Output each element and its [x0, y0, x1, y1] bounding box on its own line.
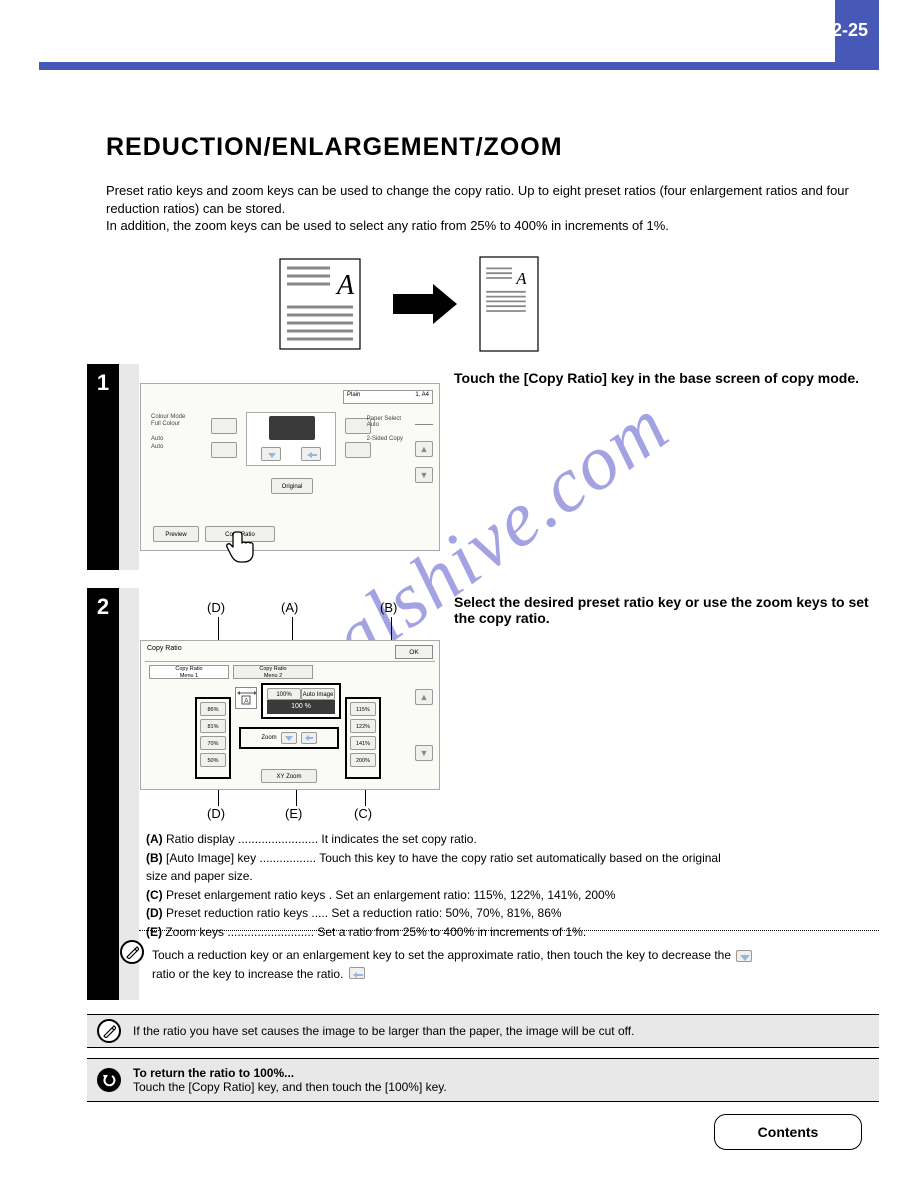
callout-B-line [391, 617, 392, 640]
screen2-r141-button[interactable]: 141% [350, 736, 376, 750]
callout-A-line [292, 617, 293, 640]
screen1-paperauto: Auto [367, 422, 403, 428]
screen2-r70-button[interactable]: 70% [200, 736, 226, 750]
screen2-r115-button[interactable]: 115% [350, 702, 376, 716]
callout-E-line [296, 790, 297, 806]
page-root: manualshive.com 2-25 REDUCTION/ENLARGEME… [0, 0, 918, 1188]
step-2-number: 2 [87, 588, 119, 1000]
contents-button[interactable]: Contents [714, 1114, 862, 1150]
screen1-right-labels: Paper Select Auto 2-Sided Copy [367, 416, 403, 442]
return-icon [97, 1068, 121, 1092]
screen2-zoom-label: Zoom [261, 735, 276, 741]
screen2-r200-button[interactable]: 200% [350, 753, 376, 767]
screen2-scroll-down-button[interactable]: ▼ [415, 745, 433, 761]
screen2-ok-button[interactable]: OK [395, 645, 433, 659]
footer-note-text: If the ratio you have set causes the ima… [133, 1024, 634, 1038]
section-body: Preset ratio keys and zoom keys can be u… [106, 182, 866, 235]
pointer-hand-icon [223, 528, 263, 568]
screen2-xyzoom-button[interactable]: XY Zoom [261, 769, 317, 783]
svg-text:A: A [335, 270, 355, 301]
footer-return-bar: To return the ratio to 100%... Touch the… [87, 1058, 879, 1102]
header-white-inset [39, 0, 835, 62]
screen2-r86-button[interactable]: 86% [200, 702, 226, 716]
page-number: 2-25 [832, 20, 868, 41]
footer-return-label: To return the ratio to 100%... [133, 1066, 447, 1080]
step2-descriptions: (A) Ratio display ......................… [146, 830, 866, 942]
screen2-reduction-col: 86% 81% 70% 50% [195, 697, 231, 779]
screen2-ratio-display: 100 % [267, 700, 335, 714]
screen2-menu2-tab[interactable]: Copy Ratio Menu 2 [233, 665, 313, 679]
svg-text:A: A [244, 698, 249, 705]
screen1-colourmode-label: Colour Mode [151, 414, 185, 421]
step2-note-line2: ratio or the key to increase the ratio. [152, 967, 343, 981]
screen1-scroll-up-button[interactable]: ▲ [415, 441, 433, 457]
screen1-colourval: Full Colour [151, 421, 185, 428]
step-1-number: 1 [87, 364, 119, 570]
screen1-paper-label: 1. A4 [415, 392, 429, 398]
pencil-icon [97, 1019, 121, 1043]
svg-text:A: A [515, 269, 527, 288]
inline-zoom-down-icon [736, 950, 752, 962]
screen2-zoom-row: Zoom [239, 727, 339, 749]
screen2-icon-a: A [235, 687, 257, 709]
screen1-nav-prev-button[interactable] [261, 447, 281, 461]
footer-return-body: Touch the [Copy Ratio] key, and then tou… [133, 1080, 447, 1094]
step-1-heading: Touch the [Copy Ratio] key in the base s… [454, 370, 874, 392]
footer-note-bar: If the ratio you have set causes the ima… [87, 1014, 879, 1048]
callout-D: (D) [207, 600, 225, 615]
screen2-autoimg-button[interactable]: Auto Image [301, 688, 335, 700]
screen-1: Plain 1. A4 Colour Mode Full Colour Auto… [140, 383, 440, 551]
screen1-preview-thumb [269, 416, 315, 440]
screen2-scroll: ▲ ▼ [415, 689, 433, 761]
screen2-100pct-button[interactable]: 100% [267, 688, 301, 700]
screen1-btn-d[interactable] [345, 442, 371, 458]
callout-D2-line [218, 790, 219, 806]
screen1-header-chip: Plain 1. A4 [343, 390, 433, 404]
screen1-scroll: ▲ ▼ [415, 424, 433, 483]
step2-note-line1: Touch a reduction key or an enlargement … [152, 948, 731, 962]
screen1-center-panel [246, 412, 336, 466]
callout-C: (C) [354, 806, 372, 821]
screen2-r81-button[interactable]: 81% [200, 719, 226, 733]
diagram-svg: A A [275, 254, 635, 354]
screen1-left-col: Colour Mode Full Colour Auto Auto [151, 414, 185, 459]
screen2-zoom-down-button[interactable] [281, 732, 297, 744]
callout-D2: (D) [207, 806, 225, 821]
screen2-r50-button[interactable]: 50% [200, 753, 226, 767]
screen1-btn-b[interactable] [211, 442, 237, 458]
callout-B: (B) [380, 600, 397, 615]
reduction-diagram: A A [275, 254, 635, 354]
callout-A: (A) [281, 600, 298, 615]
screen1-nav-next-button[interactable] [301, 447, 321, 461]
screen1-exposure-label: Auto [151, 436, 185, 443]
screen1-plain-label: Plain [347, 392, 360, 398]
step-1-grey [119, 364, 139, 570]
screen1-preview-button[interactable]: Preview [153, 526, 199, 542]
callout-E: (E) [285, 806, 302, 821]
step2-note: Touch a reduction key or an enlargement … [152, 946, 862, 983]
inline-zoom-up-icon [349, 967, 365, 979]
callout-C-line [365, 790, 366, 806]
screen1-btn-a[interactable] [211, 418, 237, 434]
screen2-zoom-up-button[interactable] [301, 732, 317, 744]
pencil-note-icon [120, 940, 144, 964]
screen2-title: Copy Ratio [147, 645, 182, 652]
screen2-menu1-tab[interactable]: Copy Ratio Menu 1 [149, 665, 229, 679]
screen2-enlarge-col: 115% 122% 141% 200% [345, 697, 381, 779]
step-2-heading: Select the desired preset ratio key or u… [454, 594, 874, 632]
screen2-scroll-up-button[interactable]: ▲ [415, 689, 433, 705]
screen1-scroll-down-button[interactable]: ▼ [415, 467, 433, 483]
callout-D-line [218, 617, 219, 640]
screen1-2sided-label: 2-Sided Copy [367, 436, 403, 442]
screen1-original-button[interactable]: Original [271, 478, 313, 494]
step-2-grey [119, 588, 139, 1000]
footer-return-text: To return the ratio to 100%... Touch the… [133, 1066, 447, 1094]
screen-2: Copy Ratio OK Copy Ratio Menu 1 Copy Rat… [140, 640, 440, 790]
screen2-ratio-box: 100% Auto Image 100 % [261, 683, 341, 719]
section-title: REDUCTION/ENLARGEMENT/ZOOM [106, 133, 563, 162]
screen2-r122-button[interactable]: 122% [350, 719, 376, 733]
